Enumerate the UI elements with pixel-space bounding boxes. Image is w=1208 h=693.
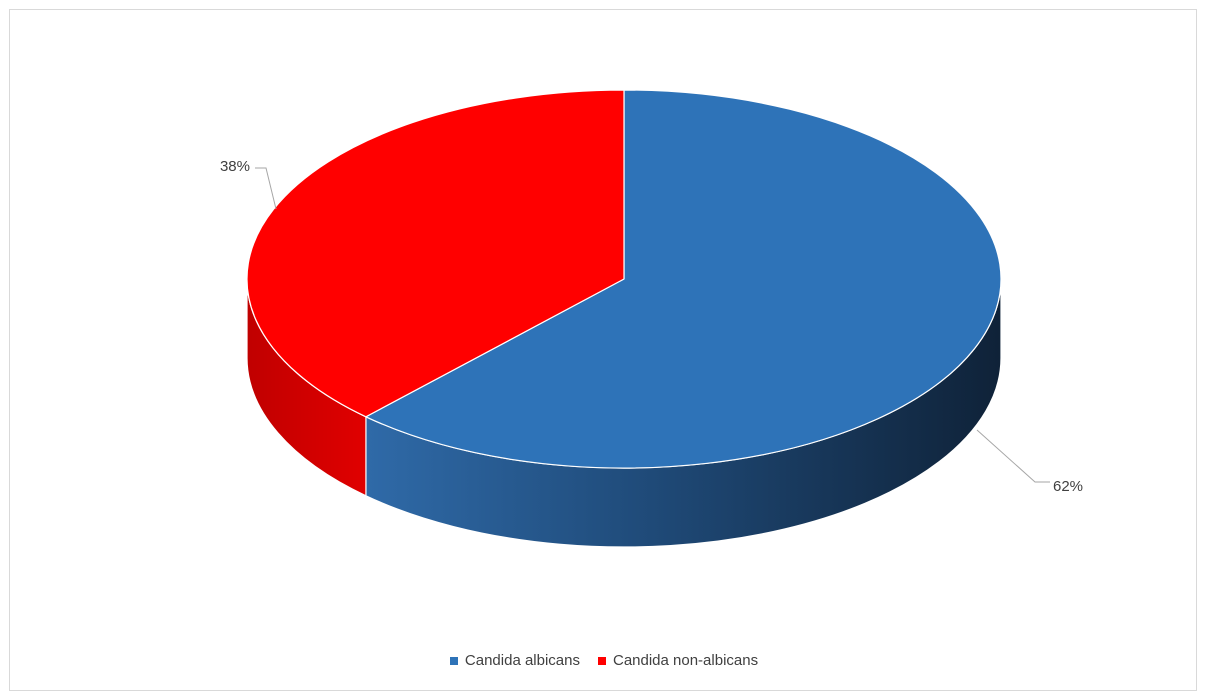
legend-label-albicans: Candida albicans [464, 652, 580, 669]
leader-line-non-albicans [255, 167, 277, 210]
data-label-albicans: 62% [1053, 478, 1083, 495]
legend-label-non-albicans: Candida non-albicans [612, 652, 759, 669]
legend: Candida albicans Candida non-albicans [0, 652, 1208, 669]
pie-slice-albicans [365, 89, 1002, 469]
legend-swatch-albicans [449, 656, 458, 665]
legend-swatch-non-albicans [597, 656, 606, 665]
leader-line-albicans [976, 429, 1050, 483]
leader-lines [255, 167, 1050, 483]
pie-slice-non-albicans [246, 89, 625, 418]
legend-item-non-albicans: Candida non-albicans [597, 652, 759, 669]
data-labels: 62% 38% [220, 158, 1083, 495]
legend-item-albicans: Candida albicans [449, 652, 580, 669]
data-label-non-albicans: 38% [220, 158, 250, 175]
pie-tops [246, 89, 1002, 469]
